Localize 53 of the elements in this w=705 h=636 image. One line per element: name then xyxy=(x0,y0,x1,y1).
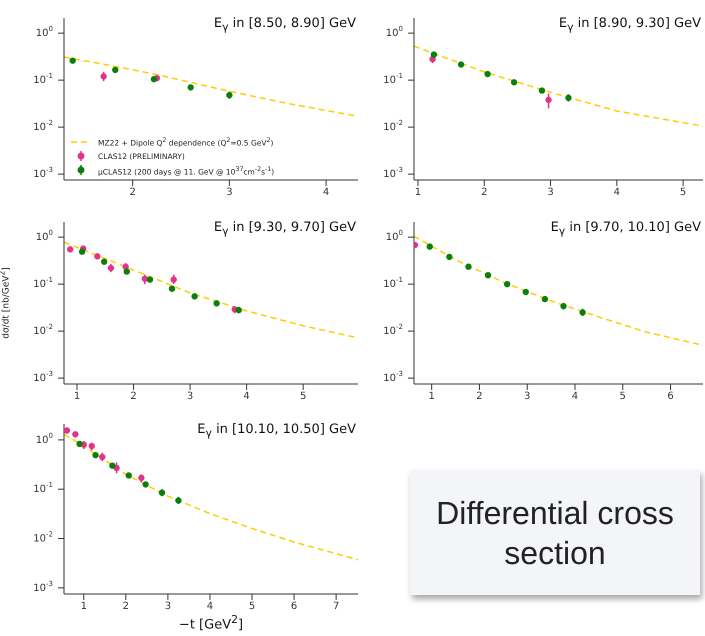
x-tick-label: 1 xyxy=(428,391,435,402)
y-tick-label: 10$^{-3}$ xyxy=(33,166,53,180)
x-tick-label: 4 xyxy=(572,391,578,402)
x-tick-label: 3 xyxy=(547,187,554,198)
chart-title: E$_{γ}$ in [8.50, 8.90] GeV xyxy=(214,16,356,34)
x-tick-label: 2 xyxy=(129,187,136,198)
y-tick-label: 10$^{-2}$ xyxy=(383,119,403,133)
x-tick-label: 3 xyxy=(226,187,233,198)
x-tick-label: 4 xyxy=(322,187,330,198)
chart-title: E$_{γ}$ in [9.70, 10.10] GeV xyxy=(550,220,701,238)
y-tick-label: 10$^{-1}$ xyxy=(33,276,53,290)
y-tick-label: 10$^{-2}$ xyxy=(33,530,53,544)
x-tick-label: 2 xyxy=(122,601,130,612)
x-tick-label: 4 xyxy=(614,187,620,198)
x-tick-label: 6 xyxy=(667,391,674,402)
y-tick-label: 10$^{-3}$ xyxy=(33,580,53,594)
y-tick-label: 10$^{-1}$ xyxy=(33,72,53,86)
chart-title: E$_{γ}$ in [10.10, 10.50] GeV xyxy=(197,422,356,440)
y-tick-label: 10$^{0}$ xyxy=(36,229,53,243)
x-tick-label: 6 xyxy=(290,601,298,612)
x-tick-label: 2 xyxy=(476,391,483,402)
y-tick-label: 10$^{0}$ xyxy=(36,25,53,39)
y-tick-label: 10$^{-3}$ xyxy=(33,370,53,384)
x-tick-label: 1 xyxy=(80,601,87,612)
y-tick-label: 10$^{-3}$ xyxy=(383,370,403,384)
x-tick-label: 1 xyxy=(74,391,80,402)
x-tick-label: 7 xyxy=(332,601,340,612)
x-tick-label: 1 xyxy=(414,187,422,198)
x-tick-label: 5 xyxy=(248,601,256,612)
x-tick-label: 5 xyxy=(620,391,626,402)
chart-title: E$_{γ}$ in [8.90, 9.30] GeV xyxy=(558,16,701,34)
x-tick-label: 4 xyxy=(206,601,214,612)
y-tick-label: 10$^{0}$ xyxy=(36,432,53,446)
x-tick-label: 3 xyxy=(186,391,194,402)
x-axis-title: −t [GeV$^{2}$] xyxy=(178,612,244,632)
x-tick-label: 2 xyxy=(481,187,488,198)
y-tick-label: 10$^{-2}$ xyxy=(33,119,53,133)
x-tick-label: 3 xyxy=(164,601,172,612)
y-tick-label: 10$^{-3}$ xyxy=(383,166,403,180)
y-tick-label: 10$^{0}$ xyxy=(386,229,403,243)
y-tick-label: 10$^{-2}$ xyxy=(33,323,53,337)
y-tick-label: 10$^{-2}$ xyxy=(383,323,403,337)
y-tick-label: 10$^{-1}$ xyxy=(383,276,403,290)
y-tick-label: 10$^{0}$ xyxy=(386,25,403,39)
x-tick-label: 4 xyxy=(243,391,250,402)
y-tick-label: 10$^{-1}$ xyxy=(33,481,53,495)
chart-title: E$_{γ}$ in [9.30, 9.70] GeV xyxy=(214,220,356,238)
x-tick-label: 5 xyxy=(680,187,686,198)
x-tick-label: 3 xyxy=(524,391,530,402)
text: Differential cross section xyxy=(435,494,675,572)
x-tick-label: 5 xyxy=(300,391,306,402)
y-tick-label: 10$^{-1}$ xyxy=(383,72,403,86)
x-tick-label: 2 xyxy=(130,391,137,402)
